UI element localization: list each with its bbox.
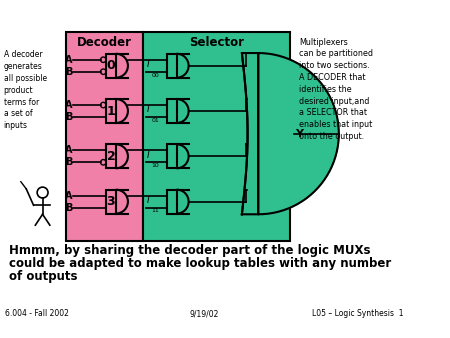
Text: I: I bbox=[147, 105, 149, 114]
Text: could be adapted to make lookup tables with any number: could be adapted to make lookup tables w… bbox=[9, 257, 392, 270]
Text: Hmmm, by sharing the decoder part of the logic MUXs: Hmmm, by sharing the decoder part of the… bbox=[9, 244, 370, 257]
Bar bbox=[106, 190, 116, 214]
Text: A: A bbox=[65, 191, 72, 201]
Text: L05 – Logic Synthesis  1: L05 – Logic Synthesis 1 bbox=[312, 310, 403, 318]
Text: B: B bbox=[65, 112, 72, 122]
Polygon shape bbox=[242, 53, 339, 214]
Text: 11: 11 bbox=[151, 209, 159, 214]
Text: of outputs: of outputs bbox=[9, 270, 77, 283]
Text: 1: 1 bbox=[107, 104, 115, 118]
Text: I: I bbox=[147, 150, 149, 160]
Text: 9/19/02: 9/19/02 bbox=[189, 310, 219, 318]
Text: Decoder: Decoder bbox=[77, 36, 132, 49]
Bar bbox=[106, 99, 116, 123]
Text: 00: 00 bbox=[151, 73, 159, 78]
Bar bbox=[166, 144, 177, 168]
Bar bbox=[166, 190, 177, 214]
Text: 10: 10 bbox=[151, 163, 159, 168]
Text: A: A bbox=[65, 145, 72, 155]
Text: Selector: Selector bbox=[189, 36, 244, 49]
Text: I: I bbox=[147, 196, 149, 205]
Bar bbox=[143, 32, 290, 241]
Bar bbox=[166, 99, 177, 123]
Text: 01: 01 bbox=[151, 118, 159, 123]
Text: 2: 2 bbox=[107, 150, 115, 163]
Text: A: A bbox=[65, 55, 72, 65]
Bar bbox=[166, 54, 177, 78]
Text: 0: 0 bbox=[107, 59, 115, 72]
Text: Y: Y bbox=[295, 129, 303, 139]
Text: A decoder
generates
all possible
product
terms for
a set of
inputs: A decoder generates all possible product… bbox=[4, 50, 47, 130]
Text: B: B bbox=[65, 157, 72, 167]
Bar bbox=[106, 144, 116, 168]
Text: A: A bbox=[65, 100, 72, 110]
Bar bbox=[66, 32, 143, 241]
Text: B: B bbox=[65, 67, 72, 77]
Text: 6.004 - Fall 2002: 6.004 - Fall 2002 bbox=[4, 310, 68, 318]
Text: 3: 3 bbox=[107, 195, 115, 208]
Text: I: I bbox=[147, 60, 149, 69]
Text: B: B bbox=[65, 202, 72, 213]
Text: Multiplexers
can be partitioned
into two sections.
A DECODER that
identifies the: Multiplexers can be partitioned into two… bbox=[299, 38, 373, 141]
Bar bbox=[106, 54, 116, 78]
